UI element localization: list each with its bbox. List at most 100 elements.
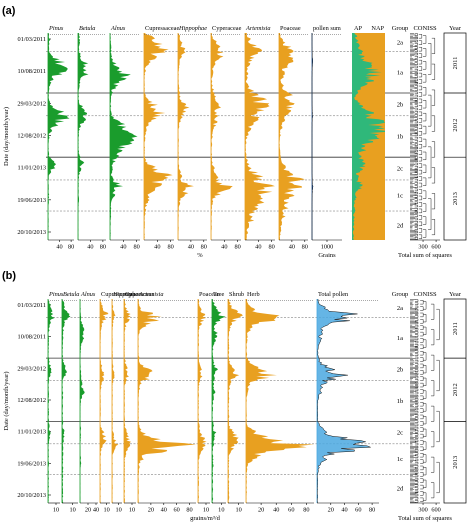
taxon-column-total-pollen: Total pollen 20 40 60 80 (316, 291, 379, 514)
x-tick-label: 80 (303, 507, 309, 514)
coniss-dendrogram (410, 299, 440, 503)
y-axis-label: Date (day/month/year) (3, 107, 10, 166)
taxon-column-shrub: Shrub 10 (227, 291, 244, 514)
group-label: 1a (397, 69, 403, 76)
x-tick-label: 40 (87, 244, 93, 251)
x-axis-label-percent: % (197, 252, 203, 259)
x-tick-label: 80 (201, 244, 207, 251)
taxon-label: Artemisia (138, 291, 164, 298)
x-tick-label: 10 (218, 507, 224, 514)
year-label: 2012 (452, 119, 459, 132)
x-tick-label: 20 (148, 507, 154, 514)
taxon-column-betula: Betula 10 (61, 291, 79, 514)
x-tick-label: 40 (120, 244, 126, 251)
date-tick-label: 10/08/2011 (18, 68, 46, 75)
date-tick-label: 11/01/2013 (18, 429, 46, 436)
panel-tag: (b) (2, 270, 16, 282)
series-area-cupressaceae (100, 299, 109, 503)
coniss-x-label: Total sum of squares (398, 252, 452, 259)
series-area-pollen-sum (312, 33, 313, 240)
x-tick-label: 80 (100, 244, 106, 251)
group-label: 2d (397, 223, 404, 230)
taxon-label: Herb (247, 291, 260, 298)
coniss-dendrogram (410, 33, 436, 240)
taxon-label: Tree (213, 291, 225, 298)
x-tick-label: 40 (255, 244, 261, 251)
x-tick-label: 10 (203, 507, 209, 514)
series-outline-total-pollen (316, 298, 371, 504)
coniss-tick-label: 300 (418, 507, 427, 514)
x-tick-label: 40 (93, 507, 99, 514)
taxon-label: Alnus (110, 25, 126, 32)
panel-tag: (a) (2, 5, 16, 17)
ap-area (352, 33, 385, 240)
date-tick-label: 01/03/2011 (18, 302, 46, 309)
series-area-cyperaceae (211, 33, 233, 240)
date-tick-label: 20/10/2013 (17, 229, 46, 236)
dendrogram-branches (410, 299, 440, 503)
x-tick-label: 10 (104, 507, 110, 514)
coniss-title: CONISS (413, 291, 437, 298)
year-title: Year (449, 25, 462, 32)
coniss-tick-label: 600 (431, 507, 440, 514)
taxon-label: Cyperaceae (212, 25, 242, 32)
y-axis-label: Date (day/month/year) (3, 371, 10, 430)
taxon-column-cyperaceae: Cyperaceae 40 80 (210, 25, 242, 251)
date-tick-label: 10/08/2011 (18, 334, 46, 341)
taxon-column-cupressaceae: Cupressaceae 10 (99, 291, 135, 514)
date-tick-label: 12/08/2012 (17, 397, 46, 404)
x-axis-label-grains: Grains (318, 252, 336, 259)
x-tick-label: 80 (186, 507, 192, 514)
taxon-label: Pinus (48, 291, 64, 298)
taxon-label: Hippophae (112, 291, 141, 298)
series-area-betula (62, 299, 71, 503)
taxon-label: Cupressaceae (145, 25, 179, 32)
group-label: 2b (397, 366, 404, 373)
x-axis-label: grains/m³/d (190, 515, 221, 522)
series-area-artemisia (138, 299, 196, 503)
group-label: 1c (397, 192, 403, 199)
series-area-herb (246, 299, 314, 503)
taxon-column-poaceae: Poaceae 40 80 (278, 25, 308, 251)
taxon-label: Alnus (80, 291, 96, 298)
x-tick-label: 20 (85, 507, 91, 514)
group-label: 2d (397, 486, 404, 493)
x-tick-label: 40 (341, 507, 347, 514)
taxon-column-hippophae: Hippophae 10 (111, 291, 141, 514)
taxon-column-pollen-sum: pollen sum 1000 (311, 25, 342, 251)
x-tick-label: 40 (161, 507, 167, 514)
series-area-cupressaceae (144, 33, 173, 240)
panel-a: (a) Date (day/month/year) 01/03/2011 10/08/… (2, 5, 467, 259)
x-tick-label: 60 (355, 507, 361, 514)
nap-label: NAP (371, 25, 384, 32)
x-tick-label: 60 (288, 507, 294, 514)
coniss-tick-label: 300 (418, 244, 427, 251)
year-column-frame (443, 32, 467, 241)
group-title: Group (392, 25, 409, 32)
group-label: 2b (397, 101, 404, 108)
series-area-hippophae (112, 299, 119, 503)
x-tick-label: 10 (129, 507, 135, 514)
taxon-label: Artemisia (245, 25, 271, 32)
x-tick-label: 10 (53, 507, 59, 514)
taxon-label: Shrub (229, 291, 244, 298)
x-tick-label: 80 (134, 244, 140, 251)
taxon-column-poaceae: Poaceae 10 (197, 291, 220, 514)
group-label: 2a (397, 39, 403, 46)
x-tick-label: 40 (289, 244, 295, 251)
group-title: Group (392, 291, 409, 298)
dendrogram-branches (410, 33, 436, 240)
year-label: 2011 (452, 57, 459, 70)
taxon-label: Pinus (48, 25, 64, 32)
x-tick-label: 10 (70, 507, 76, 514)
series-area-betula (78, 33, 89, 240)
taxon-label: Total pollen (318, 291, 349, 298)
x-tick-label: 40 (154, 244, 160, 251)
taxon-column-betula: Betula 40 80 (77, 25, 106, 251)
date-tick-label: 19/06/2013 (17, 197, 46, 204)
taxon-label: pollen sum (313, 25, 341, 32)
ap-nap-composite: AP NAP (352, 25, 385, 240)
group-label: 2a (397, 305, 403, 312)
series-area-alnus (80, 299, 85, 503)
year-label: 2011 (452, 322, 459, 335)
